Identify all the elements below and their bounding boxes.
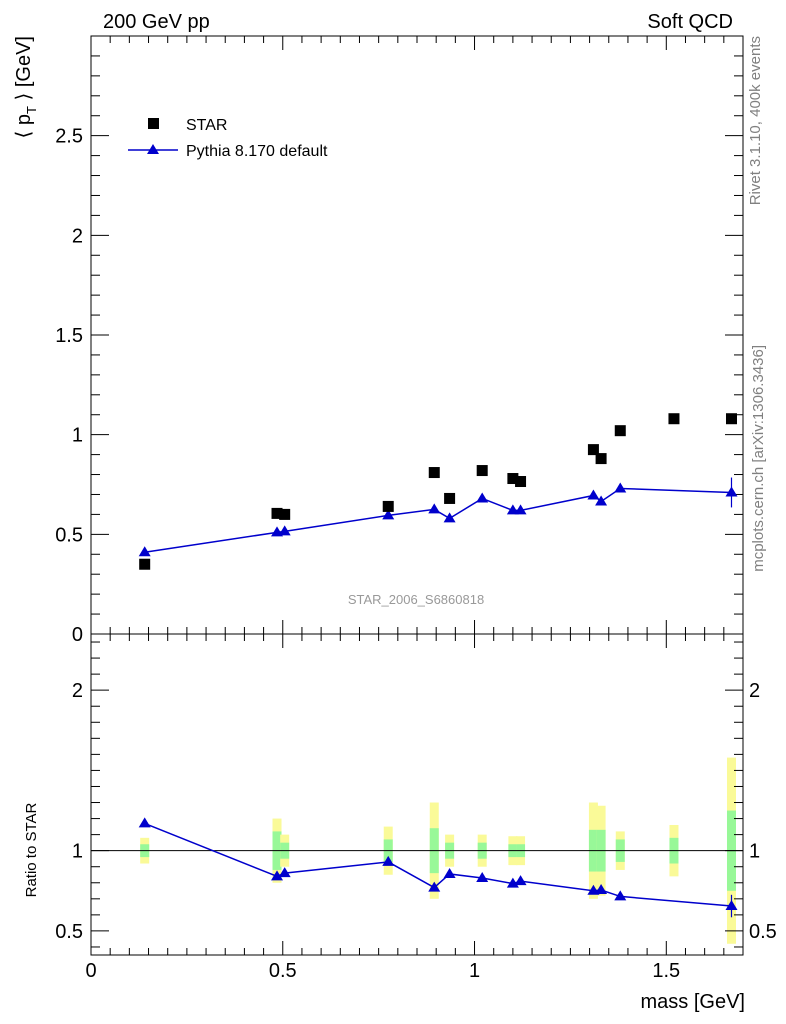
y-tick-label-right: 1: [749, 841, 760, 863]
ratio-point: [382, 855, 395, 866]
ratio-point: [476, 871, 489, 882]
ylabel-rest: ⟩ [GeV]: [13, 36, 35, 106]
pythia-point: [382, 509, 395, 520]
x-tick-label: 0.5: [269, 960, 297, 982]
star-point: [444, 492, 456, 504]
star-point: [279, 508, 291, 520]
x-axis-label: mass [GeV]: [641, 991, 745, 1013]
star-point: [725, 413, 737, 425]
y-tick-label: 1.5: [55, 325, 83, 347]
star-point: [595, 453, 607, 465]
star-point: [476, 465, 488, 477]
y-tick-label: 0: [72, 624, 83, 646]
ratio-point: [138, 817, 151, 828]
ratio-point: [271, 870, 284, 881]
star-point: [139, 558, 151, 570]
ratio-point: [278, 867, 291, 878]
y-tick-label: 1: [72, 425, 83, 447]
y-tick-label: 1: [72, 841, 83, 863]
pythia-point: [443, 512, 456, 523]
svg-text:⟨ pT ⟩ [GeV]: ⟨ pT ⟩ [GeV]: [13, 36, 39, 139]
ratio-point: [725, 900, 738, 911]
watermark: STAR_2006_S6860818: [348, 592, 484, 607]
x-tick-label: 1: [469, 960, 480, 982]
ratio-plot-frame: [90, 633, 744, 956]
side-label-lower: mcplots.cern.ch [arXiv:1306.3436]: [750, 345, 767, 572]
star-point: [271, 507, 283, 519]
star-point: [614, 425, 626, 437]
legend-label-star: STAR: [186, 117, 227, 134]
ratio-point: [443, 867, 456, 878]
pythia-point: [138, 546, 151, 557]
legend-marker-pythia: [147, 144, 159, 154]
star-point: [515, 476, 527, 488]
ylabel-sub: T: [24, 106, 39, 114]
ratio-point: [595, 883, 608, 894]
ratio-point: [614, 890, 627, 901]
legend-label-pythia: Pythia 8.170 default: [186, 143, 328, 160]
y-tick-label: 2: [72, 680, 83, 702]
header-left: 200 GeV pp: [103, 11, 210, 33]
pythia-point: [514, 504, 527, 515]
y-tick-label-right: 2: [749, 680, 760, 702]
star-point: [382, 500, 394, 512]
x-tick-label: 0: [85, 960, 96, 982]
pythia-point: [428, 503, 441, 514]
y-tick-label: 0.5: [55, 524, 83, 546]
ratio-y-axis-label: Ratio to STAR: [23, 802, 40, 897]
star-point: [428, 467, 440, 479]
pythia-point: [278, 525, 291, 536]
star-point: [587, 444, 599, 456]
x-tick-label: 1.5: [652, 960, 680, 982]
pythia-point: [587, 489, 600, 500]
star-point: [668, 413, 680, 425]
y-tick-label-right: 0.5: [749, 921, 777, 943]
pythia-point: [614, 482, 627, 493]
pythia-point: [476, 492, 489, 503]
pythia-point: [725, 486, 738, 497]
header-right: Soft QCD: [647, 11, 733, 33]
star-point: [507, 473, 519, 485]
ratio-point: [428, 881, 441, 892]
ratio-panel: 0.5 0.51 12 20 0.5 1 1.5: [55, 633, 777, 982]
y-tick-label: 0.5: [55, 921, 83, 943]
ylabel-main: ⟨ p: [13, 114, 35, 138]
pythia-point: [506, 504, 519, 515]
legend-marker-star: [148, 118, 159, 129]
ratio-point: [514, 875, 527, 886]
pythia-line: [144, 487, 732, 554]
main-panel: 0 0.5 1 1.5 2 2.5: [55, 35, 744, 646]
y-tick-label: 2: [72, 225, 83, 247]
pythia-point: [595, 495, 608, 506]
y-tick-label: 2.5: [55, 126, 83, 148]
side-label-upper: Rivet 3.1.10, 400k events: [747, 36, 764, 205]
legend: STAR Pythia 8.170 default: [128, 117, 328, 160]
main-y-axis-label: ⟨ pT ⟩ [GeV]: [13, 36, 39, 139]
